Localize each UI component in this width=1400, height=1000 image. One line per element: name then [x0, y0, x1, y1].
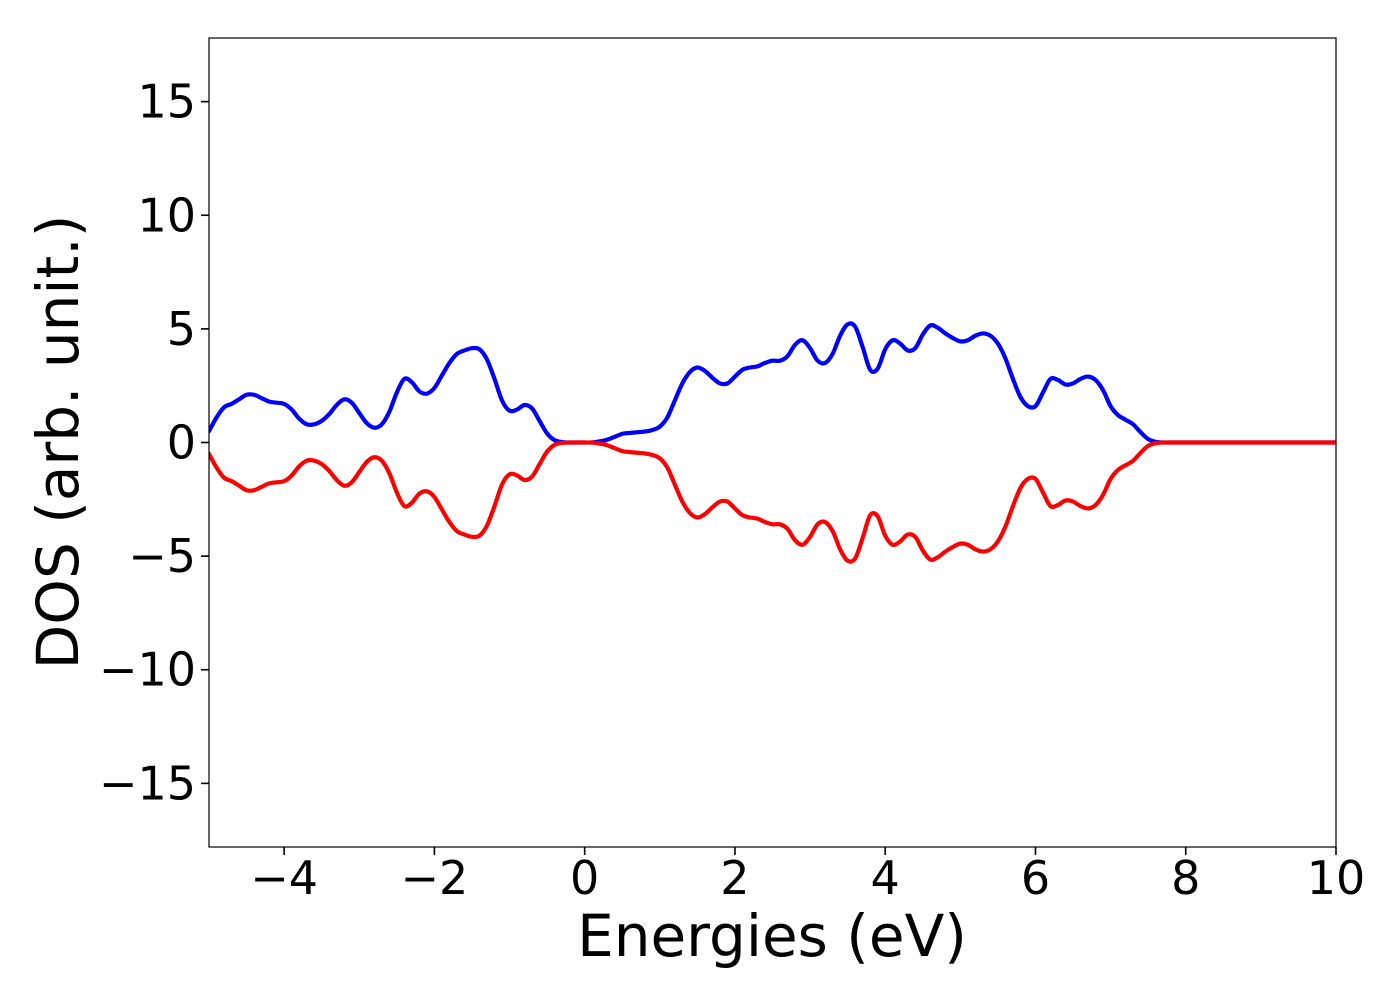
y-tick-label: 10	[137, 188, 196, 242]
x-tick-label: 8	[1171, 851, 1200, 905]
series-line-2	[209, 440, 1336, 564]
y-tick-label: 0	[167, 416, 196, 470]
y-tick-label: −10	[99, 643, 196, 697]
y-tick-label: −15	[99, 756, 196, 810]
x-tick-label: −2	[400, 851, 468, 905]
series-layer	[209, 321, 1336, 564]
y-tick-label: −5	[128, 529, 196, 583]
x-tick-label: 2	[720, 851, 749, 905]
x-tick-label: 4	[871, 851, 900, 905]
y-tick-label: 5	[167, 302, 196, 356]
x-tick-label: 0	[570, 851, 599, 905]
y-axis-label: DOS (arb. unit.)	[24, 215, 92, 670]
x-axis-label: Energies (eV)	[577, 902, 967, 970]
y-axis-ticks: 15 10 5 0 −5 −10 −15	[99, 75, 209, 810]
x-tick-label: 6	[1021, 851, 1050, 905]
series-line-1	[209, 321, 1336, 445]
x-tick-label: −4	[250, 851, 318, 905]
x-axis-ticks: −4 −2 0 2 4 6 8 10	[250, 847, 1365, 905]
y-tick-label: 15	[137, 75, 196, 129]
x-tick-label: 10	[1307, 851, 1366, 905]
